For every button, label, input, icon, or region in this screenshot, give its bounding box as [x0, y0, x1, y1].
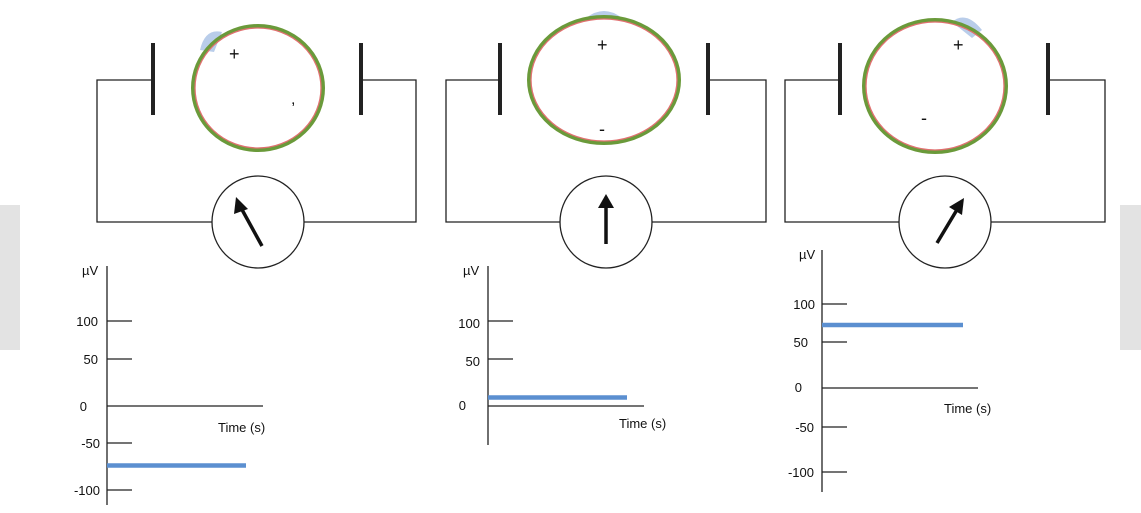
tick-label: -100: [74, 483, 100, 498]
tick-label: -50: [795, 420, 814, 435]
panel-3: + - µV 100 50 0 -50 -100 Time (s): [784, 17, 1106, 492]
wire-right: [991, 79, 1106, 223]
wire-left: [784, 79, 899, 223]
x-axis-label: Time (s): [218, 420, 265, 435]
cell-plus-sign: +: [597, 35, 608, 55]
tick-label: 0: [795, 380, 802, 395]
tick-label: -50: [81, 436, 100, 451]
tick-label: 100: [793, 297, 815, 312]
tick-label: 50: [466, 354, 480, 369]
tick-label: 0: [80, 399, 87, 414]
meter-2: [559, 175, 653, 269]
y-unit-label: µV: [799, 247, 815, 262]
circuit-1: [96, 43, 417, 223]
tilted-right-arrow-icon: [935, 198, 964, 244]
cell-1: + ,: [191, 24, 325, 152]
tick-label: 50: [84, 352, 98, 367]
wire-right: [304, 79, 417, 223]
cell-minus-sign: ,: [291, 91, 295, 108]
y-unit-label: µV: [463, 263, 479, 278]
x-axis-label: Time (s): [944, 401, 991, 416]
x-axis-label: Time (s): [619, 416, 666, 431]
membrane-inner: [530, 18, 678, 142]
membrane-outer: [527, 15, 681, 145]
panel-2: + - µV 100 50 0 Time (s): [445, 11, 767, 445]
tick-label: -100: [788, 465, 814, 480]
circuit-3: [784, 43, 1106, 223]
tick-label: 100: [458, 316, 480, 331]
cell-plus-sign: +: [953, 35, 964, 55]
membrane-bleb: [200, 31, 222, 52]
graph-3: µV 100 50 0 -50 -100 Time (s): [788, 247, 991, 492]
watermark: [0, 205, 1141, 350]
wire-left: [445, 79, 560, 223]
meter-1: [211, 175, 305, 269]
cell-minus-sign: -: [921, 108, 927, 128]
membrane-inner: [865, 21, 1005, 151]
wire-right: [652, 79, 767, 223]
watermark-bar: [0, 205, 20, 350]
cell-plus-sign: +: [229, 44, 240, 64]
circuit-2: [445, 43, 767, 223]
y-unit-label: µV: [82, 263, 98, 278]
watermark-bar: [1120, 205, 1141, 350]
membrane-inner: [194, 27, 322, 149]
tick-label: 0: [459, 398, 466, 413]
membrane-outer: [191, 24, 325, 152]
graph-2: µV 100 50 0 Time (s): [458, 263, 666, 445]
up-arrow-icon: [598, 194, 614, 244]
tick-label: 50: [794, 335, 808, 350]
galvanometer: [898, 175, 992, 269]
cell-3: + -: [862, 17, 1008, 154]
graph-1: µV 100 50 0 -50 -100 Time (s): [74, 263, 265, 505]
tilted-left-arrow-icon: [234, 197, 264, 247]
meter-3: [898, 175, 992, 269]
membrane-outer: [862, 18, 1008, 154]
cell-minus-sign: -: [599, 119, 605, 139]
panel-1: + , µV 100 50 0 -50 -100 Time (s): [74, 24, 417, 505]
galvanometer: [211, 175, 305, 269]
cell-2: + -: [527, 11, 681, 145]
tick-label: 100: [76, 314, 98, 329]
wire-left: [96, 79, 212, 223]
